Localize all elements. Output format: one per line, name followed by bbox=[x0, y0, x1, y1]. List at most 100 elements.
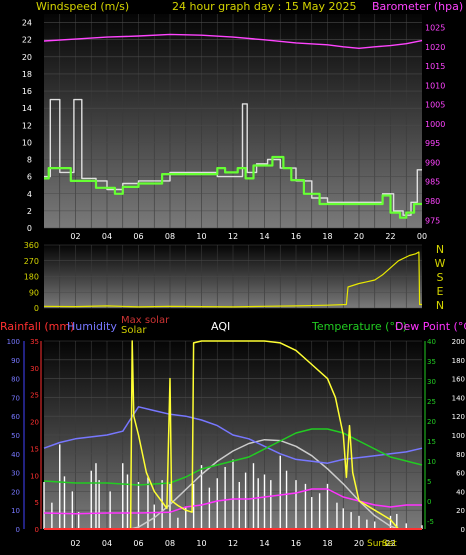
time-tick-label: 08 bbox=[165, 539, 175, 548]
humidity-tick-label: 50 bbox=[11, 432, 20, 440]
rainfall-tick-label: 10 bbox=[30, 472, 39, 480]
direction-tick-label: 270 bbox=[24, 257, 39, 266]
time-tick-label: 18 bbox=[322, 232, 332, 241]
barometer-tick-label: 1000 bbox=[425, 120, 445, 129]
solar-tick-label: 40 bbox=[456, 488, 465, 496]
time-tick-label: 16 bbox=[291, 232, 301, 241]
humidity-tick-label: 0 bbox=[16, 526, 20, 534]
series-solar bbox=[44, 340, 422, 530]
time-tick-label: 18 bbox=[322, 539, 332, 548]
windspeed-tick-label: 16 bbox=[22, 87, 32, 96]
solar-tick-label: 120 bbox=[452, 413, 465, 421]
legend-max-solar: Max solar bbox=[121, 315, 170, 326]
barometer-tick-label: 980 bbox=[425, 197, 440, 206]
graph-title: 24 hour graph day : 15 May 2025 bbox=[172, 0, 357, 13]
barometer-tick-label: 1025 bbox=[425, 23, 445, 32]
direction-degree-ticks: 0 90 180 270 360 bbox=[24, 241, 39, 313]
wind-panel-series bbox=[43, 33, 423, 219]
temperature-tick-label: 0 bbox=[427, 498, 431, 506]
time-tick-label: 20 bbox=[354, 232, 364, 241]
legend-aqi: AQI bbox=[211, 320, 230, 333]
rainfall-tick-label: 35 bbox=[30, 338, 39, 346]
solar-tick-label: 0 bbox=[461, 526, 465, 534]
direction-panel-grid bbox=[44, 244, 422, 309]
solar-tick-label: 140 bbox=[452, 394, 465, 402]
time-tick-label: 00 bbox=[417, 232, 427, 241]
solar-tick-label: 180 bbox=[452, 357, 465, 365]
rainfall-tick-label: 15 bbox=[30, 445, 39, 453]
windspeed-tick-label: 18 bbox=[22, 70, 32, 79]
time-tick-label: 22 bbox=[385, 539, 395, 548]
humidity-tick-label: 100 bbox=[7, 338, 20, 346]
windspeed-tick-label: 12 bbox=[22, 121, 32, 130]
time-tick-label: 14 bbox=[259, 539, 269, 548]
barometer-tick-label: 1005 bbox=[425, 101, 445, 110]
barometer-tick-label: 1015 bbox=[425, 62, 445, 71]
humidity-tick-label: 70 bbox=[11, 394, 20, 402]
direction-tick-label: 360 bbox=[24, 241, 39, 250]
solar-tick-label: 200 bbox=[452, 338, 465, 346]
wind-time-axis-ticks: 02 04 06 08 10 12 14 16 18 20 22 00 bbox=[70, 232, 427, 241]
compass-label: N bbox=[436, 299, 444, 312]
temperature-axis-ticks: -5 0 5 10 15 20 25 30 35 40 bbox=[424, 338, 436, 529]
time-tick-label: 14 bbox=[259, 232, 269, 241]
legend-humidity: Humidity bbox=[67, 320, 117, 333]
compass-label: W bbox=[435, 257, 446, 270]
legend-rainfall: Rainfall (mm) bbox=[0, 320, 74, 333]
time-tick-label: 16 bbox=[291, 539, 301, 548]
direction-tick-label: 0 bbox=[34, 304, 39, 313]
sunrise-label: Sunr bbox=[367, 539, 388, 549]
series-barometer-hpa- bbox=[43, 33, 423, 49]
barometer-tick-label: 985 bbox=[425, 178, 440, 187]
temperature-tick-label: 10 bbox=[427, 458, 436, 466]
series-temperature-c bbox=[43, 428, 423, 486]
time-tick-label: 02 bbox=[70, 232, 80, 241]
time-tick-label: 06 bbox=[133, 539, 143, 548]
rainfall-tick-label: 25 bbox=[30, 392, 39, 400]
solar-tick-label: 20 bbox=[456, 507, 465, 515]
rainfall-tick-label: 20 bbox=[30, 419, 39, 427]
windspeed-tick-label: 6 bbox=[27, 173, 32, 182]
windspeed-tick-label: 0 bbox=[27, 224, 32, 233]
time-tick-label: 20 bbox=[354, 539, 364, 548]
barometer-tick-label: 1010 bbox=[425, 81, 445, 90]
time-tick-label: 10 bbox=[196, 539, 206, 548]
temperature-tick-label: 5 bbox=[427, 478, 431, 486]
time-tick-label: 12 bbox=[228, 232, 238, 241]
direction-tick-label: 90 bbox=[29, 288, 39, 297]
windspeed-tick-label: 14 bbox=[22, 104, 32, 113]
time-tick-label: 08 bbox=[165, 232, 175, 241]
temperature-tick-label: 35 bbox=[427, 358, 436, 366]
direction-panel-series bbox=[43, 251, 422, 308]
solar-tick-label: 60 bbox=[456, 470, 465, 478]
humidity-tick-label: 10 bbox=[11, 507, 20, 515]
humidity-tick-label: 20 bbox=[11, 488, 20, 496]
humidity-tick-label: 40 bbox=[11, 451, 20, 459]
rainfall-axis-ticks: 0 5 10 15 20 25 30 35 bbox=[30, 338, 42, 534]
time-tick-label: 02 bbox=[70, 539, 80, 548]
series-wind-direction bbox=[43, 251, 422, 308]
series-windspeed-m-s- bbox=[44, 98, 422, 216]
barometer-tick-label: 975 bbox=[425, 216, 440, 225]
humidity-axis-ticks: 0 10 20 30 40 50 60 70 80 90 100 bbox=[7, 338, 25, 534]
temperature-tick-label: 30 bbox=[427, 378, 436, 386]
temperature-tick-label: 20 bbox=[427, 418, 436, 426]
series-humidity bbox=[43, 406, 423, 464]
sunset-label: Set bbox=[382, 539, 397, 549]
solar-axis-ticks: 0 20 40 60 80 100 120 140 160 180 200 bbox=[452, 338, 465, 534]
temperature-tick-label: 25 bbox=[427, 398, 436, 406]
windspeed-tick-label: 8 bbox=[27, 156, 32, 165]
direction-tick-label: 180 bbox=[24, 273, 39, 282]
solar-tick-label: 160 bbox=[452, 376, 465, 384]
series-dew-point-c bbox=[43, 488, 422, 515]
humidity-tick-label: 90 bbox=[11, 357, 20, 365]
time-tick-label: 10 bbox=[196, 232, 206, 241]
windspeed-tick-label: 4 bbox=[27, 190, 32, 199]
climate-time-axis-ticks: 02 04 06 08 10 12 14 16 18 20 22 bbox=[70, 539, 395, 548]
barometer-tick-label: 995 bbox=[425, 139, 440, 148]
windspeed-tick-label: 10 bbox=[22, 138, 32, 147]
humidity-tick-label: 30 bbox=[11, 470, 20, 478]
solar-tick-label: 100 bbox=[452, 432, 465, 440]
